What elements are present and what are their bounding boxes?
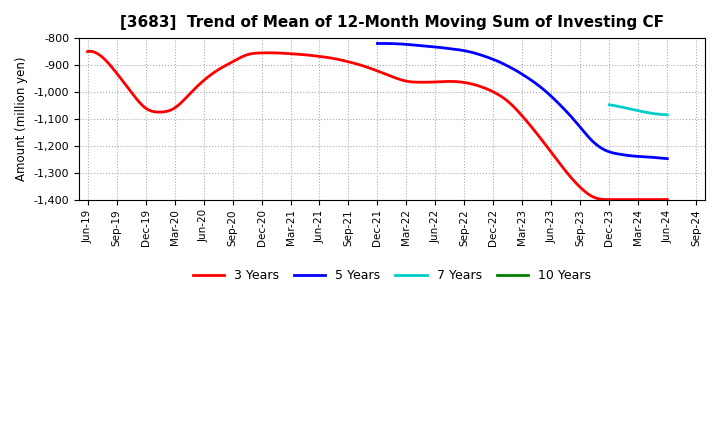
Legend: 3 Years, 5 Years, 7 Years, 10 Years: 3 Years, 5 Years, 7 Years, 10 Years xyxy=(188,264,596,287)
Y-axis label: Amount (million yen): Amount (million yen) xyxy=(15,57,28,181)
Title: [3683]  Trend of Mean of 12-Month Moving Sum of Investing CF: [3683] Trend of Mean of 12-Month Moving … xyxy=(120,15,664,30)
